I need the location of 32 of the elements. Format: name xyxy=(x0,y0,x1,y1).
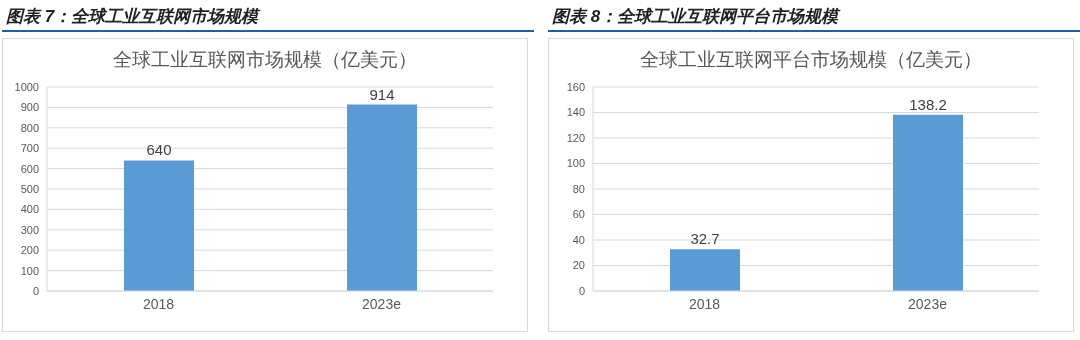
y-tick-label: 60 xyxy=(572,208,585,221)
y-tick-label: 700 xyxy=(20,142,39,155)
y-tick-label: 400 xyxy=(20,203,39,216)
y-tick-label: 1000 xyxy=(14,80,39,93)
y-tick-label: 100 xyxy=(20,264,39,277)
y-tick-label: 300 xyxy=(20,223,39,236)
x-tick-label: 2023e xyxy=(362,295,402,312)
y-tick-label: 120 xyxy=(566,131,585,144)
y-tick-label: 100 xyxy=(566,157,585,170)
y-tick-label: 200 xyxy=(20,244,39,257)
y-tick-label: 140 xyxy=(566,106,585,119)
y-tick-label: 900 xyxy=(20,101,39,114)
y-tick-label: 0 xyxy=(578,284,585,297)
y-tick-label: 20 xyxy=(572,259,585,272)
y-tick-label: 500 xyxy=(20,182,39,195)
chart-title: 图表 7：全球工业互联网市场规模 xyxy=(2,4,534,32)
y-tick-label: 600 xyxy=(20,162,39,175)
y-tick-label: 40 xyxy=(572,233,585,246)
data-label: 640 xyxy=(146,141,172,159)
x-tick-label: 2023e xyxy=(908,295,948,312)
y-tick-label: 80 xyxy=(572,182,585,195)
data-label: 914 xyxy=(369,85,395,103)
chart-subtitle: 全球工业互联网市场规模（亿美元） xyxy=(112,48,418,72)
x-tick-label: 2018 xyxy=(142,295,175,312)
y-tick-label: 160 xyxy=(566,80,585,93)
data-label: 32.7 xyxy=(690,230,720,248)
chart-subtitle: 全球工业互联网平台市场规模（亿美元） xyxy=(639,48,983,72)
chart-title: 图表 8：全球工业互联网平台市场规模 xyxy=(548,4,1080,32)
y-tick-label: 800 xyxy=(20,121,39,134)
data-label: 138.2 xyxy=(909,95,947,113)
y-tick-label: 0 xyxy=(32,284,39,297)
x-tick-label: 2018 xyxy=(688,295,721,312)
